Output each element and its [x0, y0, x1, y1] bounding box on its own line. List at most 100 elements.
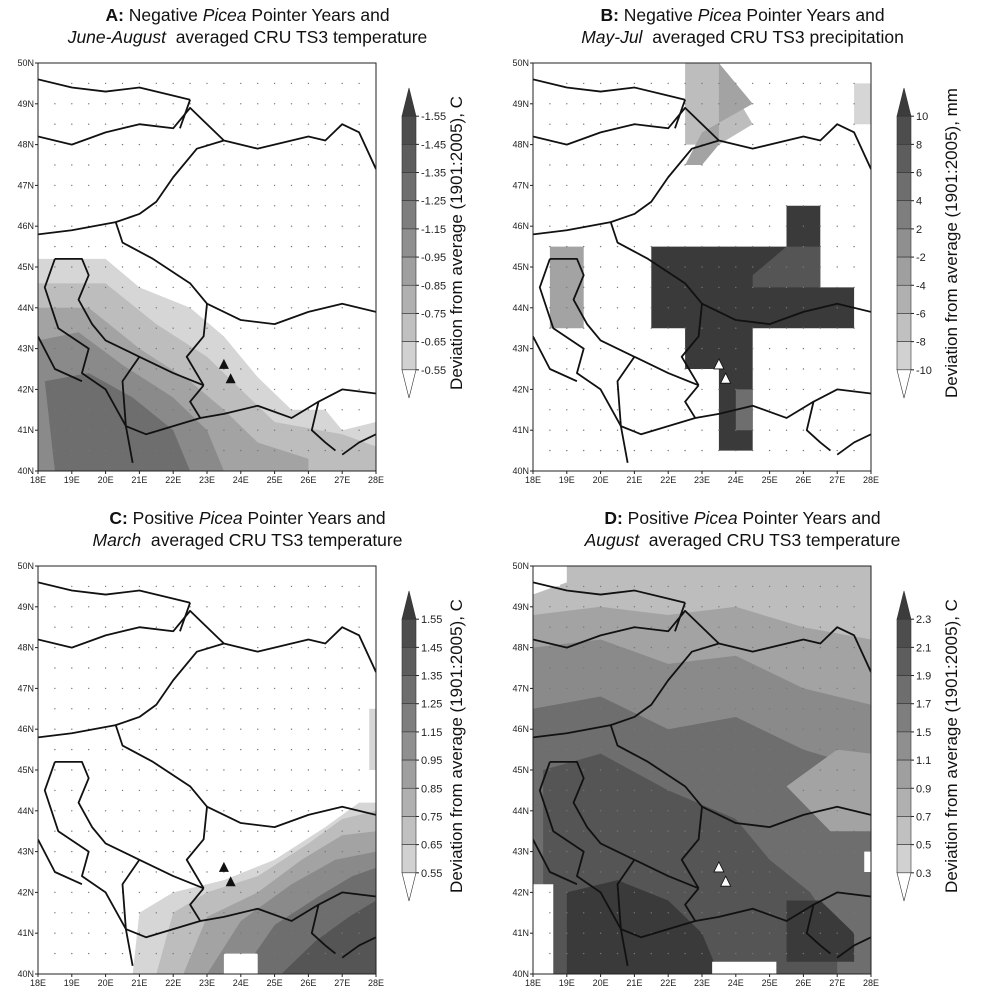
grid-dot — [273, 891, 276, 894]
grid-dot — [121, 789, 124, 792]
grid-dot — [684, 952, 686, 955]
grid-dot — [549, 687, 551, 690]
grid-dot — [71, 708, 73, 710]
grid-dot — [549, 810, 551, 812]
grid-dot — [650, 388, 652, 391]
grid-dot — [819, 891, 821, 894]
grid-dot — [853, 225, 855, 227]
x-tick-label: 24E — [728, 978, 744, 988]
grid-dot — [802, 748, 805, 751]
grid-dot — [752, 789, 754, 792]
grid-dot — [71, 164, 73, 166]
grid-dot — [121, 368, 124, 370]
grid-dot — [54, 388, 56, 391]
grid-dot — [273, 687, 276, 690]
grid-dot — [549, 932, 551, 934]
grid-dot — [71, 585, 73, 588]
grid-dot — [768, 789, 771, 792]
grid-dot — [138, 449, 141, 452]
grid-dot — [853, 728, 855, 730]
colorbar-tick-label: -1.25 — [421, 196, 446, 208]
x-tick-label: 27E — [334, 475, 350, 485]
grid-dot — [819, 932, 821, 934]
colorbar-tick-label: 0.65 — [421, 840, 442, 852]
grid-dot — [650, 368, 652, 370]
grid-dot — [257, 830, 259, 832]
grid-dot — [667, 347, 669, 350]
grid-dot — [307, 646, 310, 649]
grid-dot — [104, 82, 107, 85]
grid-dot — [341, 327, 343, 329]
grid-dot — [341, 789, 343, 792]
colorbar-tick-label: -2 — [916, 252, 926, 264]
grid-dot — [138, 687, 141, 690]
grid-dot — [853, 184, 855, 187]
grid-dot — [88, 708, 90, 710]
grid-dot — [121, 164, 124, 166]
grid-dot — [599, 266, 602, 268]
grid-dot — [599, 932, 602, 934]
country-border — [533, 78, 686, 101]
grid-dot — [701, 606, 703, 608]
grid-dot — [718, 347, 720, 350]
grid-dot — [768, 769, 771, 771]
grid-dot — [633, 307, 636, 309]
grid-dot — [752, 307, 754, 309]
grid-dot — [752, 667, 754, 669]
grid-dot — [324, 646, 326, 649]
grid-dot — [240, 810, 242, 812]
grid-dot — [341, 103, 343, 105]
grid-dot — [768, 626, 771, 628]
grid-dot — [223, 769, 225, 771]
grid-dot — [273, 429, 276, 431]
grid-dot — [650, 164, 652, 166]
grid-dot — [189, 687, 191, 690]
grid-dot — [104, 409, 107, 411]
grid-dot — [583, 912, 585, 914]
country-border — [38, 724, 376, 829]
grid-dot — [566, 728, 568, 730]
grid-dot — [819, 225, 821, 227]
grid-dot — [819, 789, 821, 792]
grid-dot — [650, 708, 652, 710]
grid-dot — [718, 143, 720, 146]
colorbar-box — [401, 115, 417, 145]
grid-dot — [104, 164, 107, 166]
grid-dot — [54, 347, 56, 350]
grid-dot — [172, 205, 174, 207]
grid-dot — [684, 245, 686, 248]
grid-dot — [273, 789, 276, 792]
grid-dot — [701, 388, 703, 391]
grid-dot — [172, 646, 174, 649]
grid-dot — [104, 932, 107, 934]
grid-dot — [667, 687, 669, 690]
grid-dot — [290, 830, 293, 832]
grid-dot — [633, 103, 636, 105]
grid-dot — [341, 810, 343, 812]
grid-dot — [71, 327, 73, 329]
grid-dot — [104, 708, 107, 710]
grid-dot — [616, 409, 619, 411]
grid-dot — [88, 789, 90, 792]
grid-dot — [785, 932, 788, 934]
grid-dot — [324, 728, 326, 730]
grid-dot — [358, 932, 360, 934]
country-border — [805, 904, 832, 955]
grid-dot — [223, 205, 225, 207]
grid-dot — [853, 205, 855, 207]
grid-dot — [701, 164, 703, 166]
grid-dot — [802, 266, 805, 268]
grid-dot — [701, 912, 703, 914]
grid-dot — [273, 205, 276, 207]
grid-dot — [633, 585, 636, 588]
grid-dot — [324, 585, 326, 588]
grid-dot — [324, 205, 326, 207]
grid-dot — [752, 286, 754, 289]
grid-dot — [240, 286, 242, 289]
grid-dot — [257, 307, 259, 309]
y-tick-label: 43N — [512, 344, 529, 354]
grid-dot — [273, 225, 276, 227]
grid-dot — [307, 82, 310, 85]
y-tick-label: 47N — [17, 180, 34, 190]
